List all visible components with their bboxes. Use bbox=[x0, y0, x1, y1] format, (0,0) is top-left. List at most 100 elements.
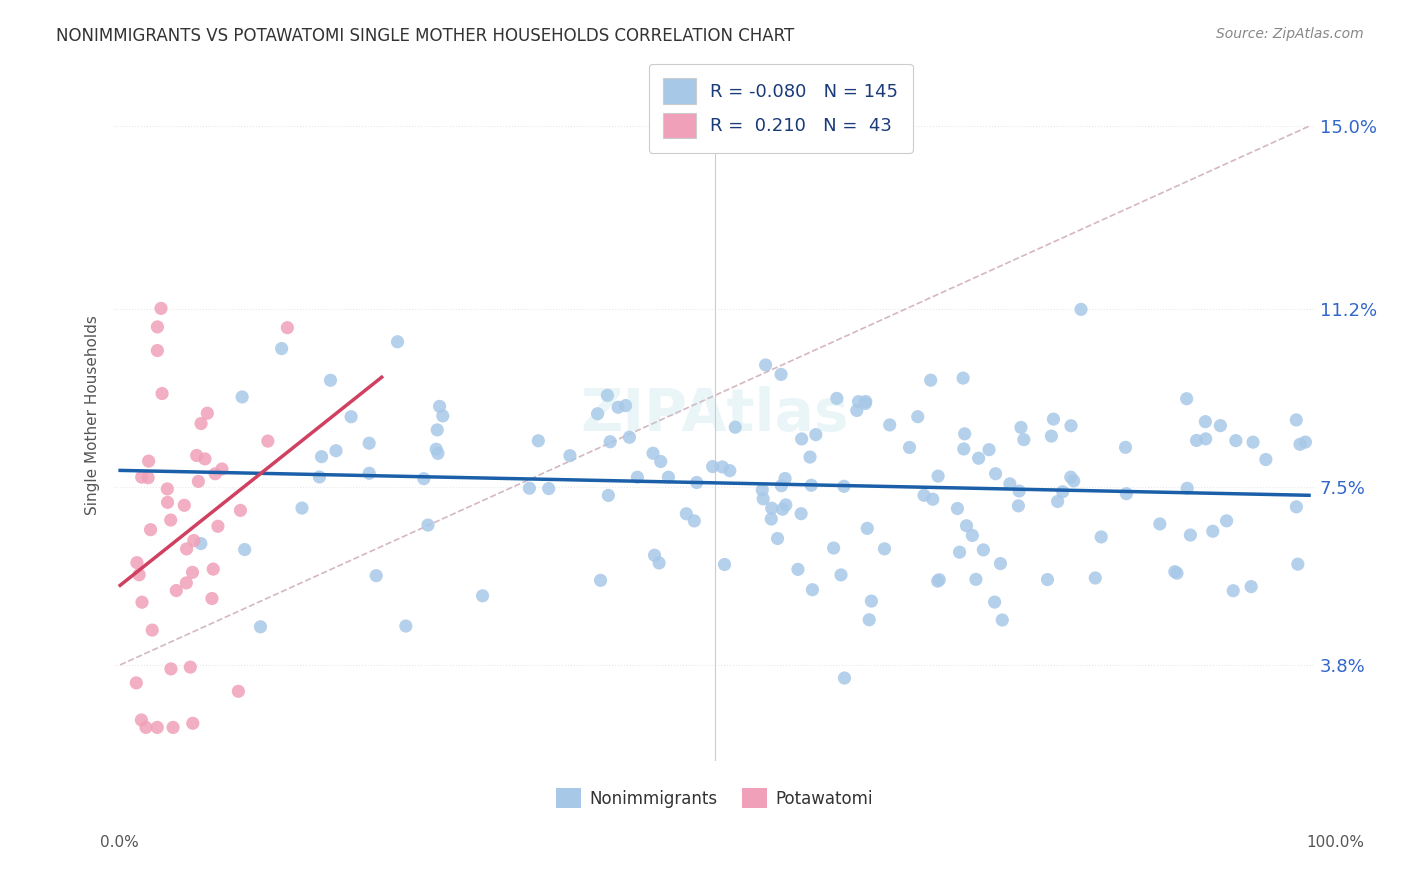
Point bbox=[1202, 524, 1225, 539]
Point bbox=[953, 426, 976, 441]
Point bbox=[775, 498, 797, 512]
Point bbox=[683, 514, 706, 528]
Point bbox=[141, 623, 163, 637]
Point bbox=[291, 501, 314, 516]
Point bbox=[359, 436, 381, 450]
Point bbox=[761, 501, 783, 516]
Point bbox=[125, 676, 148, 690]
Text: 100.0%: 100.0% bbox=[1306, 836, 1365, 850]
Point bbox=[983, 595, 1005, 609]
Point bbox=[146, 343, 169, 358]
Point bbox=[229, 503, 252, 517]
Point bbox=[713, 558, 735, 572]
Point bbox=[830, 568, 852, 582]
Point bbox=[173, 498, 195, 512]
Point bbox=[195, 406, 218, 420]
Point bbox=[599, 434, 621, 449]
Point bbox=[308, 470, 330, 484]
Point bbox=[766, 532, 789, 546]
Point bbox=[231, 390, 253, 404]
Point bbox=[176, 575, 198, 590]
Point bbox=[799, 450, 821, 464]
Point bbox=[912, 488, 935, 502]
Point bbox=[139, 523, 162, 537]
Point bbox=[181, 566, 204, 580]
Text: ZIPAtlas: ZIPAtlas bbox=[581, 386, 849, 443]
Text: 0.0%: 0.0% bbox=[100, 836, 139, 850]
Point bbox=[752, 491, 775, 506]
Point bbox=[711, 459, 734, 474]
Point bbox=[340, 409, 363, 424]
Point bbox=[256, 434, 278, 448]
Point bbox=[1222, 583, 1244, 598]
Point bbox=[160, 662, 183, 676]
Point bbox=[1240, 580, 1263, 594]
Point bbox=[228, 684, 250, 698]
Point bbox=[773, 471, 796, 485]
Point bbox=[128, 567, 150, 582]
Point bbox=[159, 513, 181, 527]
Point bbox=[1185, 434, 1208, 448]
Point bbox=[1149, 516, 1171, 531]
Point bbox=[131, 470, 153, 484]
Point bbox=[162, 720, 184, 734]
Point bbox=[948, 545, 970, 559]
Point bbox=[928, 573, 950, 587]
Point bbox=[879, 417, 901, 432]
Point bbox=[952, 371, 974, 385]
Point bbox=[1090, 530, 1112, 544]
Point bbox=[176, 541, 198, 556]
Point bbox=[1209, 418, 1232, 433]
Point bbox=[823, 541, 845, 555]
Point bbox=[233, 542, 256, 557]
Point bbox=[395, 619, 418, 633]
Point bbox=[614, 399, 637, 413]
Point bbox=[860, 594, 883, 608]
Point bbox=[589, 574, 612, 588]
Point bbox=[962, 528, 984, 542]
Point bbox=[1225, 434, 1247, 448]
Point bbox=[686, 475, 709, 490]
Point bbox=[558, 449, 581, 463]
Point bbox=[644, 548, 666, 562]
Point bbox=[150, 301, 173, 316]
Point bbox=[1115, 486, 1137, 500]
Legend: Nonimmigrants, Potawatomi: Nonimmigrants, Potawatomi bbox=[550, 781, 880, 815]
Point bbox=[832, 479, 855, 493]
Point bbox=[1063, 474, 1085, 488]
Point bbox=[675, 507, 697, 521]
Point bbox=[787, 562, 810, 576]
Point bbox=[825, 392, 848, 406]
Point bbox=[596, 388, 619, 402]
Point bbox=[972, 542, 994, 557]
Point bbox=[1241, 435, 1264, 450]
Point bbox=[770, 479, 793, 493]
Point bbox=[201, 591, 224, 606]
Point bbox=[527, 434, 550, 448]
Point bbox=[426, 423, 449, 437]
Point bbox=[207, 519, 229, 533]
Text: Source: ZipAtlas.com: Source: ZipAtlas.com bbox=[1216, 27, 1364, 41]
Point bbox=[1036, 573, 1059, 587]
Point bbox=[135, 720, 157, 734]
Point bbox=[359, 467, 381, 481]
Point bbox=[319, 373, 342, 387]
Point bbox=[761, 512, 783, 526]
Point bbox=[131, 713, 153, 727]
Point bbox=[187, 475, 209, 489]
Point bbox=[804, 427, 827, 442]
Point bbox=[1060, 418, 1083, 433]
Point bbox=[183, 533, 205, 548]
Point bbox=[537, 482, 560, 496]
Point bbox=[1008, 483, 1031, 498]
Point bbox=[772, 502, 794, 516]
Point bbox=[387, 334, 409, 349]
Point bbox=[898, 441, 921, 455]
Point bbox=[998, 476, 1021, 491]
Point bbox=[426, 446, 449, 460]
Point bbox=[1175, 481, 1198, 495]
Point bbox=[952, 442, 974, 456]
Point bbox=[186, 449, 208, 463]
Point bbox=[800, 478, 823, 492]
Point bbox=[276, 320, 298, 334]
